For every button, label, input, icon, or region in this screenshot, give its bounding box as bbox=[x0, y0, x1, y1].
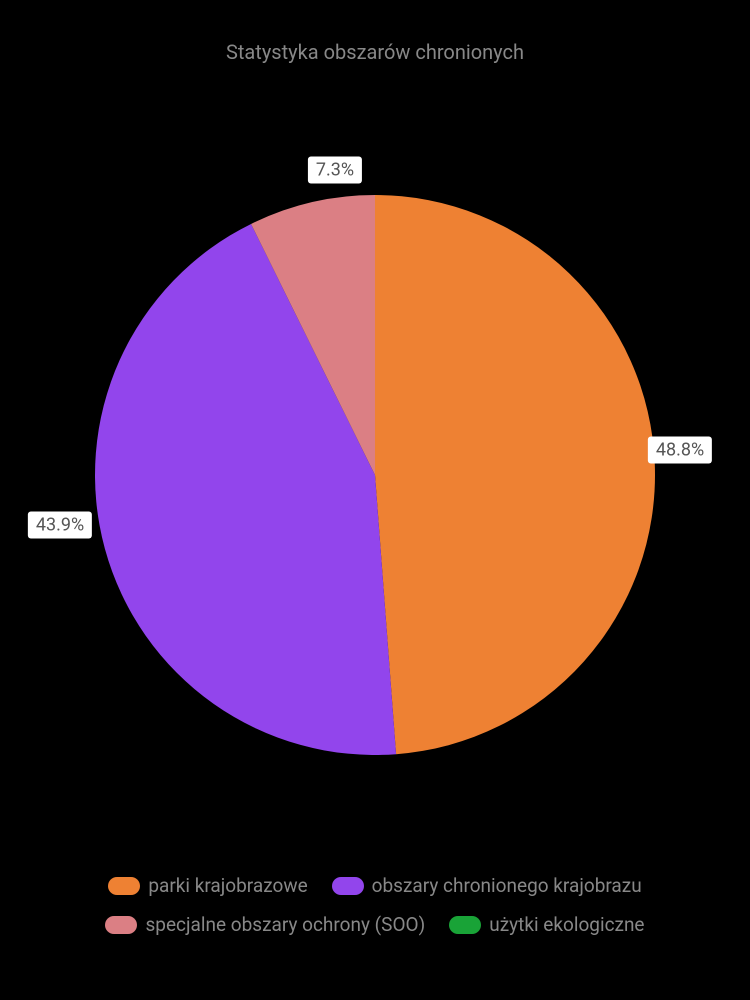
legend-swatch bbox=[449, 916, 481, 934]
pie-svg bbox=[95, 195, 655, 755]
pie-chart-container: Statystyka obszarów chronionych 48.8% 43.… bbox=[0, 0, 750, 1000]
legend-row: specjalne obszary ochrony (SOO) użytki ek… bbox=[0, 906, 750, 945]
legend-label: obszary chronionego krajobrazu bbox=[372, 867, 642, 905]
percent-label: 43.9% bbox=[28, 512, 92, 539]
legend-item: specjalne obszary ochrony (SOO) bbox=[105, 906, 425, 944]
legend-label: specjalne obszary ochrony (SOO) bbox=[145, 906, 425, 944]
pie-slice bbox=[375, 195, 655, 754]
legend-swatch bbox=[108, 877, 140, 895]
legend-swatch bbox=[105, 916, 137, 934]
legend-item: parki krajobrazowe bbox=[108, 867, 307, 905]
legend: parki krajobrazowe obszary chronionego kr… bbox=[0, 867, 750, 945]
legend-item: użytki ekologiczne bbox=[449, 906, 644, 944]
legend-row: parki krajobrazowe obszary chronionego kr… bbox=[0, 867, 750, 906]
legend-swatch bbox=[332, 877, 364, 895]
chart-title: Statystyka obszarów chronionych bbox=[0, 0, 750, 64]
pie-area bbox=[95, 195, 655, 755]
percent-label: 7.3% bbox=[308, 157, 362, 184]
legend-item: obszary chronionego krajobrazu bbox=[332, 867, 642, 905]
legend-label: parki krajobrazowe bbox=[148, 867, 307, 905]
legend-label: użytki ekologiczne bbox=[489, 906, 644, 944]
percent-label: 48.8% bbox=[648, 437, 712, 464]
